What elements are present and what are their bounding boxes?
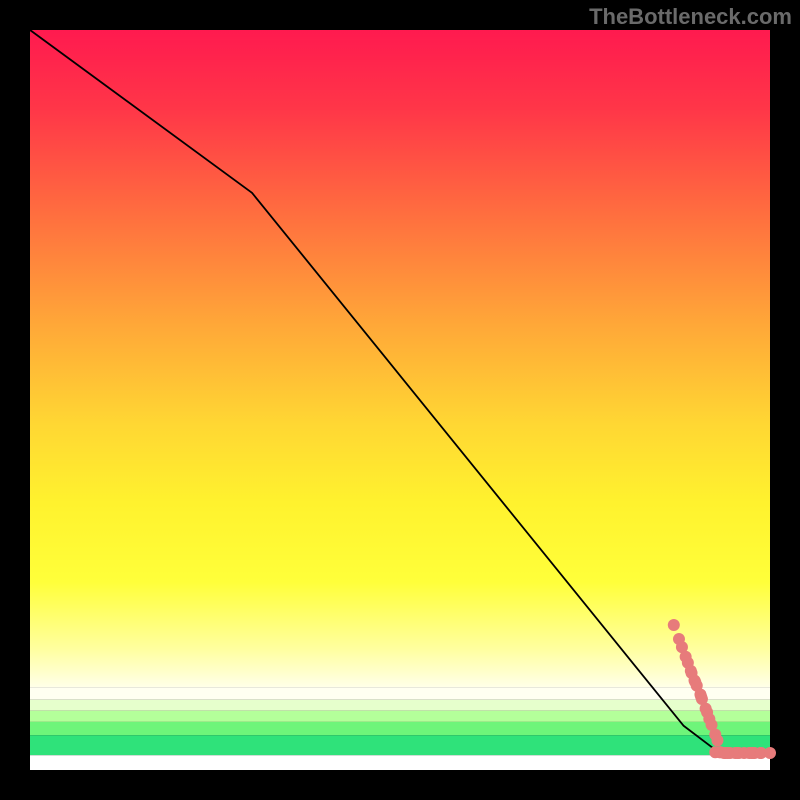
gradient-background <box>30 30 770 687</box>
data-marker <box>764 747 776 759</box>
chart-svg <box>0 0 800 800</box>
watermark-text: TheBottleneck.com <box>589 4 792 30</box>
lower-band <box>30 735 770 755</box>
lower-band <box>30 755 770 770</box>
lower-band <box>30 700 770 711</box>
lower-band <box>30 722 770 735</box>
data-marker <box>668 619 680 631</box>
data-marker <box>711 734 723 746</box>
lower-band <box>30 687 770 700</box>
lower-band <box>30 711 770 722</box>
chart-container: TheBottleneck.com <box>0 0 800 800</box>
